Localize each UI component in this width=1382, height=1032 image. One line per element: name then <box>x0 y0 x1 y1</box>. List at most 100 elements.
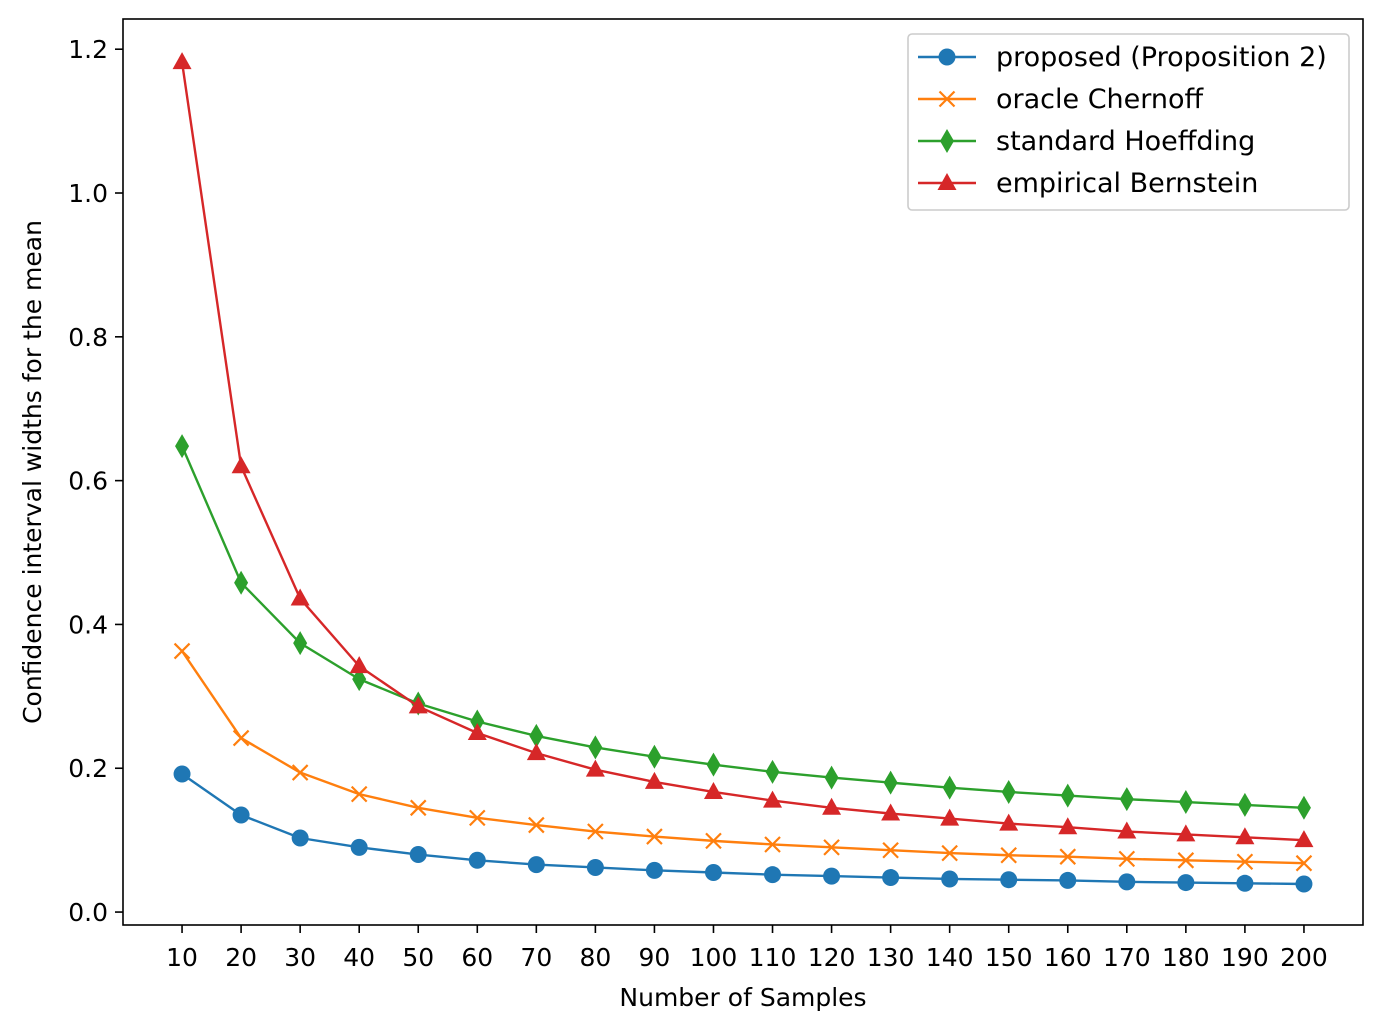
data-point <box>526 743 546 761</box>
x-tick-label: 50 <box>402 943 434 972</box>
x-tick-label: 170 <box>1103 943 1151 972</box>
data-point <box>175 434 190 459</box>
data-point <box>293 631 308 656</box>
data-point <box>882 841 899 859</box>
data-point <box>586 858 604 876</box>
series-1 <box>173 642 1313 872</box>
data-point <box>470 709 485 734</box>
data-point <box>705 832 722 850</box>
legend-label: proposed (Proposition 2) <box>996 42 1327 73</box>
data-point <box>942 775 957 800</box>
x-axis-ticks: 10 20 30 40 50 60 70 80 90 100 110 120 130 140 150 160 1… <box>166 925 1328 972</box>
data-point <box>1000 846 1017 864</box>
series-line <box>180 61 1305 842</box>
data-point <box>409 846 427 864</box>
data-point <box>1295 875 1313 893</box>
x-tick-label: 180 <box>1162 943 1210 972</box>
data-point <box>941 870 959 888</box>
legend-label: empirical Bernstein <box>996 168 1258 199</box>
y-tick-label: 0.8 <box>68 323 108 352</box>
x-tick-label: 20 <box>225 943 257 972</box>
data-point <box>823 867 841 885</box>
x-tick-label: 200 <box>1280 943 1328 972</box>
legend-item: standard Hoeffding <box>918 126 1255 157</box>
data-point <box>291 829 309 847</box>
data-point <box>823 839 840 856</box>
series-line <box>180 445 1305 809</box>
data-point <box>172 52 192 70</box>
data-point <box>1294 830 1314 848</box>
x-tick-label: 30 <box>284 943 316 972</box>
series-layer <box>172 52 1314 893</box>
data-point <box>234 570 249 595</box>
legend-swatch-marker <box>940 129 954 153</box>
series-line <box>181 650 1304 865</box>
data-point <box>764 836 781 853</box>
data-point <box>1235 827 1255 845</box>
data-point <box>467 723 487 741</box>
data-point <box>527 856 545 874</box>
data-point <box>173 642 191 660</box>
y-tick-label: 1.2 <box>68 35 108 64</box>
data-point <box>588 735 603 760</box>
data-point <box>1118 873 1136 891</box>
x-axis-label: Number of Samples <box>619 983 866 1012</box>
data-point <box>1176 824 1196 842</box>
data-point <box>585 759 605 777</box>
data-point <box>1000 871 1018 889</box>
data-point <box>232 729 250 747</box>
y-tick-label: 0.4 <box>68 610 108 639</box>
legend-swatch-marker <box>938 48 956 66</box>
legend-box <box>907 33 1350 211</box>
series-3 <box>172 52 1314 848</box>
data-point <box>1177 874 1195 892</box>
data-point <box>1058 817 1078 835</box>
series-line <box>181 773 1304 886</box>
data-point <box>881 803 901 821</box>
x-tick-label: 120 <box>808 943 856 972</box>
data-point <box>1236 853 1254 871</box>
data-point <box>408 696 428 714</box>
x-tick-label: 150 <box>985 943 1033 972</box>
y-tick-label: 0.6 <box>68 467 108 496</box>
data-point <box>647 744 662 769</box>
legend-item: empirical Bernstein <box>918 168 1258 199</box>
x-tick-label: 40 <box>343 943 375 972</box>
data-point <box>528 816 545 834</box>
x-tick-label: 130 <box>867 943 915 972</box>
data-point <box>765 759 780 784</box>
x-tick-label: 70 <box>520 943 552 972</box>
x-tick-label: 110 <box>749 943 797 972</box>
y-axis-label: Confidence interval widths for the mean <box>18 220 47 724</box>
x-tick-label: 140 <box>926 943 974 972</box>
data-point <box>822 797 842 815</box>
y-tick-label: 0.0 <box>68 898 108 927</box>
legend-item: proposed (Proposition 2) <box>918 42 1327 73</box>
data-point <box>645 861 663 879</box>
data-point <box>1059 871 1077 889</box>
data-point <box>882 869 900 887</box>
data-point <box>1059 848 1077 865</box>
y-tick-label: 1.0 <box>68 179 108 208</box>
x-tick-label: 190 <box>1221 943 1269 972</box>
data-point <box>409 799 427 817</box>
legend-swatch-marker <box>938 90 956 108</box>
series-0 <box>173 765 1313 893</box>
data-point <box>1060 783 1075 808</box>
y-axis-ticks: 0.0 0.2 0.4 0.6 0.8 1.0 1.2 <box>68 35 123 927</box>
data-point <box>824 765 839 790</box>
data-point <box>291 764 309 781</box>
data-point <box>1119 787 1134 812</box>
data-point <box>999 813 1019 831</box>
data-point <box>350 838 368 856</box>
data-point <box>1001 779 1016 804</box>
data-point <box>763 790 783 808</box>
data-point <box>1236 874 1254 892</box>
data-point <box>587 823 604 840</box>
data-point <box>703 781 723 799</box>
data-point <box>1118 850 1136 868</box>
data-point <box>1296 795 1311 820</box>
data-point <box>469 809 486 827</box>
data-point <box>646 828 663 845</box>
